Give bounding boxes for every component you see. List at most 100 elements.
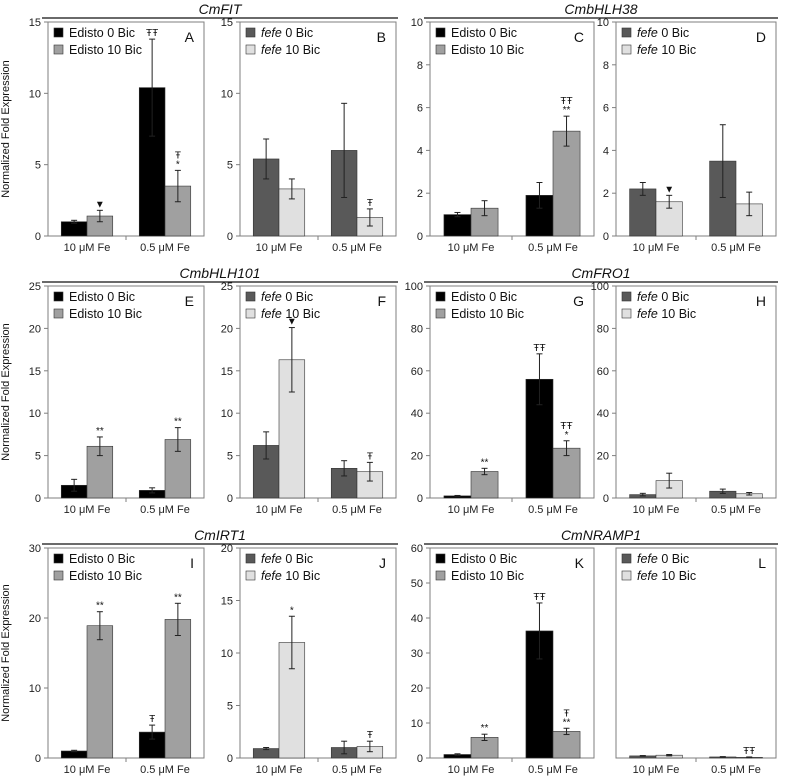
bar-d-s0-c0 — [629, 188, 657, 237]
legend-label: fefe 10 Bic — [261, 569, 320, 583]
y-tick-label: 50 — [411, 578, 423, 590]
y-tick-label: 40 — [597, 408, 609, 420]
significance-marker: ŦŦ — [560, 421, 572, 432]
legend-entry: Edisto 0 Bic — [435, 552, 517, 566]
legend-swatch — [621, 44, 632, 55]
significance-marker: ** — [96, 601, 104, 612]
panel-letter: E — [185, 293, 194, 309]
gene-title-cmirt1: CmIRT1 — [42, 527, 398, 545]
y-tick-label: 15 — [221, 596, 233, 608]
legend-entry: Edisto 10 Bic — [53, 43, 142, 57]
significance-marker: ** — [481, 457, 489, 468]
panel-d: 0 2 4 6 8 10 10 μM Fe ▼ 0.5 μM Fe fefe 0 Bic fefe … — [597, 17, 777, 254]
y-tick-label: 8 — [603, 60, 609, 72]
legend-swatch — [245, 44, 256, 55]
legend-swatch — [245, 308, 256, 319]
panel-a: 0 5 10 15 10 μM Fe ▼ 0.5 μM Fe ŦŦ *Ŧ Edisto 0 Bic… — [29, 17, 205, 254]
y-tick-label: 10 — [411, 17, 423, 29]
gene-titles: CmFIT CmbHLH38 CmbHLH101 CmFRO1 CmIRT1 CmNRAM… — [42, 1, 778, 545]
legend-label: fefe 0 Bic — [261, 552, 313, 566]
y-tick-label: 10 — [29, 88, 41, 100]
x-category-label: 10 μM Fe — [256, 242, 303, 254]
x-category-label: 0.5 μM Fe — [140, 504, 190, 516]
legend-label: Edisto 0 Bic — [69, 26, 135, 40]
bar-a-s0-c0 — [60, 221, 88, 237]
legend-label: Edisto 10 Bic — [451, 307, 524, 321]
legend-label: Edisto 0 Bic — [451, 26, 517, 40]
y-axis-labels: Normalized Fold Expression Normalized Fol… — [0, 60, 12, 722]
legend-swatch — [53, 27, 64, 38]
panel-e: 0 5 10 15 20 25 10 μM Fe ** 0.5 μM Fe ** Edisto 0 … — [29, 281, 205, 516]
legend-entry: Edisto 0 Bic — [53, 26, 135, 40]
gene-title-text: CmIRT1 — [194, 527, 246, 543]
legend-label: fefe 10 Bic — [261, 307, 320, 321]
x-category-label: 0.5 μM Fe — [332, 242, 382, 254]
significance-marker: ▼ — [664, 184, 674, 195]
y-tick-label: 60 — [411, 366, 423, 378]
legend-swatch — [53, 44, 64, 55]
y-tick-label: 100 — [405, 281, 423, 293]
legend-entry: Edisto 10 Bic — [435, 569, 524, 583]
y-tick-label: 0 — [35, 231, 41, 243]
x-category-label: 10 μM Fe — [633, 504, 680, 516]
y-tick-label: 0 — [35, 753, 41, 765]
bar-c-s1-c1 — [552, 130, 581, 237]
legend-swatch — [245, 570, 256, 581]
bar-k-s1-c1 — [552, 731, 581, 759]
y-tick-label: 5 — [227, 451, 233, 463]
panel-letter: G — [573, 293, 584, 309]
legend-entry: Edisto 0 Bic — [53, 552, 135, 566]
significance-marker: ▼ — [95, 199, 105, 210]
y-tick-label: 10 — [221, 88, 233, 100]
legend-label: fefe 0 Bic — [261, 26, 313, 40]
legend-swatch — [621, 308, 632, 319]
y-tick-label: 4 — [417, 145, 423, 157]
y-tick-label: 20 — [411, 451, 423, 463]
legend-label: Edisto 0 Bic — [69, 290, 135, 304]
legend-label: Edisto 0 Bic — [451, 552, 517, 566]
x-category-label: 0.5 μM Fe — [528, 504, 578, 516]
gene-title-cmbhlh101: CmbHLH101 — [42, 265, 398, 283]
x-category-label: 0.5 μM Fe — [528, 764, 578, 776]
y-tick-label: 5 — [35, 160, 41, 172]
x-category-label: 10 μM Fe — [633, 242, 680, 254]
x-category-label: 0.5 μM Fe — [140, 764, 190, 776]
significance-marker: Ŧ — [367, 198, 373, 209]
significance-marker: ŦŦ — [560, 96, 572, 107]
x-category-label: 10 μM Fe — [64, 764, 111, 776]
x-category-label: 0.5 μM Fe — [711, 504, 761, 516]
y-tick-label: 60 — [597, 366, 609, 378]
x-category-label: 10 μM Fe — [448, 764, 495, 776]
legend-label: fefe 0 Bic — [637, 26, 689, 40]
legend-entry: fefe 10 Bic — [621, 307, 696, 321]
legend-entry: fefe 0 Bic — [245, 26, 313, 40]
legend-swatch — [245, 27, 256, 38]
y-axis-label: Normalized Fold Expression — [0, 584, 12, 722]
legend-swatch — [435, 553, 446, 564]
legend-swatch — [245, 553, 256, 564]
significance-marker: * — [565, 430, 569, 441]
significance-marker: * — [290, 605, 294, 616]
x-category-label: 10 μM Fe — [256, 764, 303, 776]
x-category-label: 10 μM Fe — [64, 504, 111, 516]
legend-label: Edisto 10 Bic — [451, 569, 524, 583]
bar-g-s1-c0 — [470, 471, 499, 499]
legend-label: fefe 10 Bic — [637, 307, 696, 321]
significance-marker: ŦŦ — [743, 746, 755, 757]
x-category-label: 10 μM Fe — [448, 242, 495, 254]
y-tick-label: 10 — [221, 408, 233, 420]
legend-swatch — [53, 291, 64, 302]
y-tick-label: 10 — [29, 408, 41, 420]
y-tick-label: 20 — [597, 451, 609, 463]
panel-i: 0 10 20 30 10 μM Fe ** 0.5 μM Fe Ŧ ** Edisto 0 Bi… — [29, 543, 205, 776]
y-tick-label: 10 — [597, 17, 609, 29]
panel-letter: F — [377, 293, 386, 309]
legend-entry: fefe 10 Bic — [621, 43, 696, 57]
legend-label: fefe 10 Bic — [637, 569, 696, 583]
x-category-label: 0.5 μM Fe — [711, 242, 761, 254]
